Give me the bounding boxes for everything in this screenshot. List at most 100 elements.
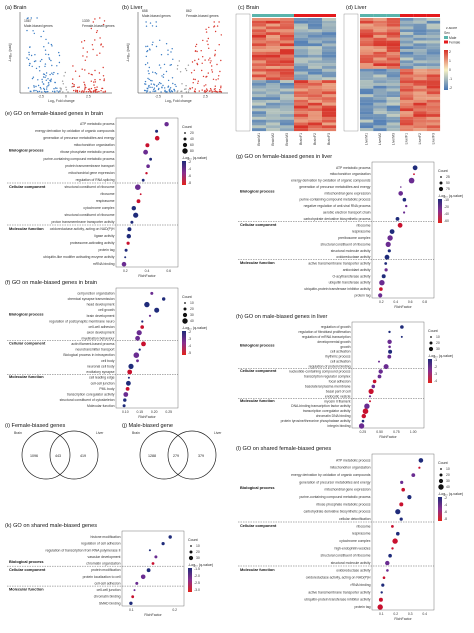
heatmap-cell bbox=[400, 99, 414, 103]
volcano-point bbox=[146, 91, 148, 93]
male-legend-label: Male bbox=[449, 36, 456, 40]
heatmap-cell bbox=[266, 105, 281, 109]
go-dot bbox=[381, 583, 385, 587]
go-term-label: protein modification bbox=[91, 568, 121, 572]
heatmap-cell bbox=[386, 71, 401, 75]
volcano-point bbox=[164, 87, 166, 89]
x-tick-label: 0.50 bbox=[376, 430, 383, 434]
volcano-point bbox=[31, 77, 34, 80]
count-legend-label: 80 bbox=[190, 149, 194, 153]
volcano-point bbox=[64, 71, 67, 74]
male-label-a: Male-biased genes bbox=[24, 24, 53, 28]
go-dot bbox=[380, 591, 383, 594]
heatmap-cell bbox=[373, 34, 387, 38]
volcano-point bbox=[149, 22, 152, 24]
heatmap-cell bbox=[386, 80, 401, 84]
heatmap-cell bbox=[322, 88, 337, 92]
volcano-point bbox=[52, 90, 54, 93]
panel-b-title: (b) Liver bbox=[122, 5, 143, 11]
heatmap-cell bbox=[252, 82, 267, 86]
volcano-point bbox=[210, 89, 212, 91]
go-term-label: oxidoreductase activity, acting on NAD(P… bbox=[50, 227, 115, 231]
go-dot bbox=[148, 549, 151, 552]
volcano-point bbox=[56, 65, 58, 67]
panel-c-title: (c) Brain bbox=[238, 5, 259, 11]
go-term-label: ubiquitin transferase activity bbox=[329, 281, 371, 285]
go-dot bbox=[141, 320, 144, 323]
panel-k-title: (k) GO on shared male-biased genes bbox=[5, 523, 97, 529]
heatmap-cell bbox=[413, 94, 427, 98]
go-dot bbox=[145, 172, 148, 175]
heatmap-cell bbox=[252, 34, 267, 38]
heatmap-cell bbox=[294, 85, 309, 89]
heatmap-column-label: LiverF3 bbox=[431, 133, 435, 144]
category-label: Biological process bbox=[240, 485, 275, 490]
heatmap-cell bbox=[280, 91, 295, 95]
heatmap-cell bbox=[280, 32, 295, 36]
heatmap-cell bbox=[252, 125, 267, 129]
heatmap-cell bbox=[280, 46, 295, 50]
heatmap-cell bbox=[373, 111, 387, 115]
volcano-point bbox=[45, 75, 47, 77]
go-term-label: oxidoreductase activity bbox=[336, 255, 371, 259]
count-legend-dot bbox=[183, 137, 187, 141]
heatmap-cell bbox=[386, 111, 401, 115]
category-label: Molecular function bbox=[240, 398, 275, 403]
heatmap-cell bbox=[266, 54, 281, 58]
count-legend-label: 50 bbox=[446, 181, 450, 185]
xlabel-a: Log₂ Fold change bbox=[48, 99, 75, 103]
heatmap-cell bbox=[308, 29, 323, 33]
volcano-point bbox=[103, 78, 106, 80]
heatmap-cell bbox=[322, 57, 337, 61]
heatmap-cell bbox=[400, 122, 414, 126]
heatmap-cell bbox=[322, 116, 337, 120]
heatmap-cell bbox=[360, 88, 374, 92]
heatmap-cell bbox=[308, 80, 323, 84]
xtick-a-0: -2.5 bbox=[38, 95, 44, 99]
volcano-point bbox=[33, 85, 35, 87]
go-term-label: myelination behaviour bbox=[82, 336, 116, 340]
go-dot bbox=[382, 576, 386, 579]
sex-annotation-cell bbox=[386, 14, 400, 17]
go-term-label: proteasome-activating activity bbox=[70, 241, 115, 245]
go-dot bbox=[141, 178, 145, 182]
heatmap-cell bbox=[308, 54, 323, 58]
heatmap-cell bbox=[280, 54, 295, 58]
heatmap-cell bbox=[373, 71, 387, 75]
volcano-point bbox=[47, 42, 50, 44]
heatmap-cell bbox=[294, 125, 309, 129]
heatmap-cell bbox=[360, 114, 374, 117]
volcano-point bbox=[208, 59, 210, 61]
volcano-point bbox=[178, 60, 180, 62]
heatmap-cell bbox=[426, 60, 441, 64]
volcano-point bbox=[194, 88, 196, 90]
go-dot bbox=[403, 211, 406, 214]
venn-j-right-label: Liver bbox=[214, 431, 222, 435]
volcano-point bbox=[210, 60, 212, 62]
go-dot bbox=[383, 364, 389, 370]
venn-j-right-circle bbox=[167, 430, 217, 480]
go-term-label: regulation of transcription from RNA pol… bbox=[45, 548, 120, 552]
volcano-point bbox=[92, 48, 94, 51]
heatmap-cell bbox=[400, 51, 414, 55]
x-tick-label: 0.2 bbox=[172, 608, 177, 612]
panel-g: (g) GO on female-biased genes in liver Bi… bbox=[236, 154, 463, 309]
category-label: Cellular component bbox=[9, 184, 46, 189]
go-dot bbox=[127, 376, 130, 379]
volcano-point bbox=[53, 88, 55, 90]
volcano-point bbox=[96, 86, 98, 88]
heatmap-cell bbox=[252, 128, 267, 132]
volcano-point bbox=[78, 90, 81, 93]
volcano-point bbox=[208, 90, 211, 92]
count-legend-label: 20 bbox=[436, 341, 440, 345]
volcano-point bbox=[146, 90, 149, 92]
volcano-point bbox=[149, 91, 151, 93]
volcano-point bbox=[98, 90, 100, 93]
volcano-point bbox=[150, 79, 152, 82]
heatmap-cell bbox=[373, 116, 387, 120]
heatmap-cell bbox=[322, 105, 337, 109]
heatmap-cell bbox=[400, 34, 414, 38]
heatmap-c bbox=[252, 14, 337, 132]
x-tick-label: 0.25 bbox=[359, 430, 366, 434]
go-dot bbox=[399, 502, 404, 507]
